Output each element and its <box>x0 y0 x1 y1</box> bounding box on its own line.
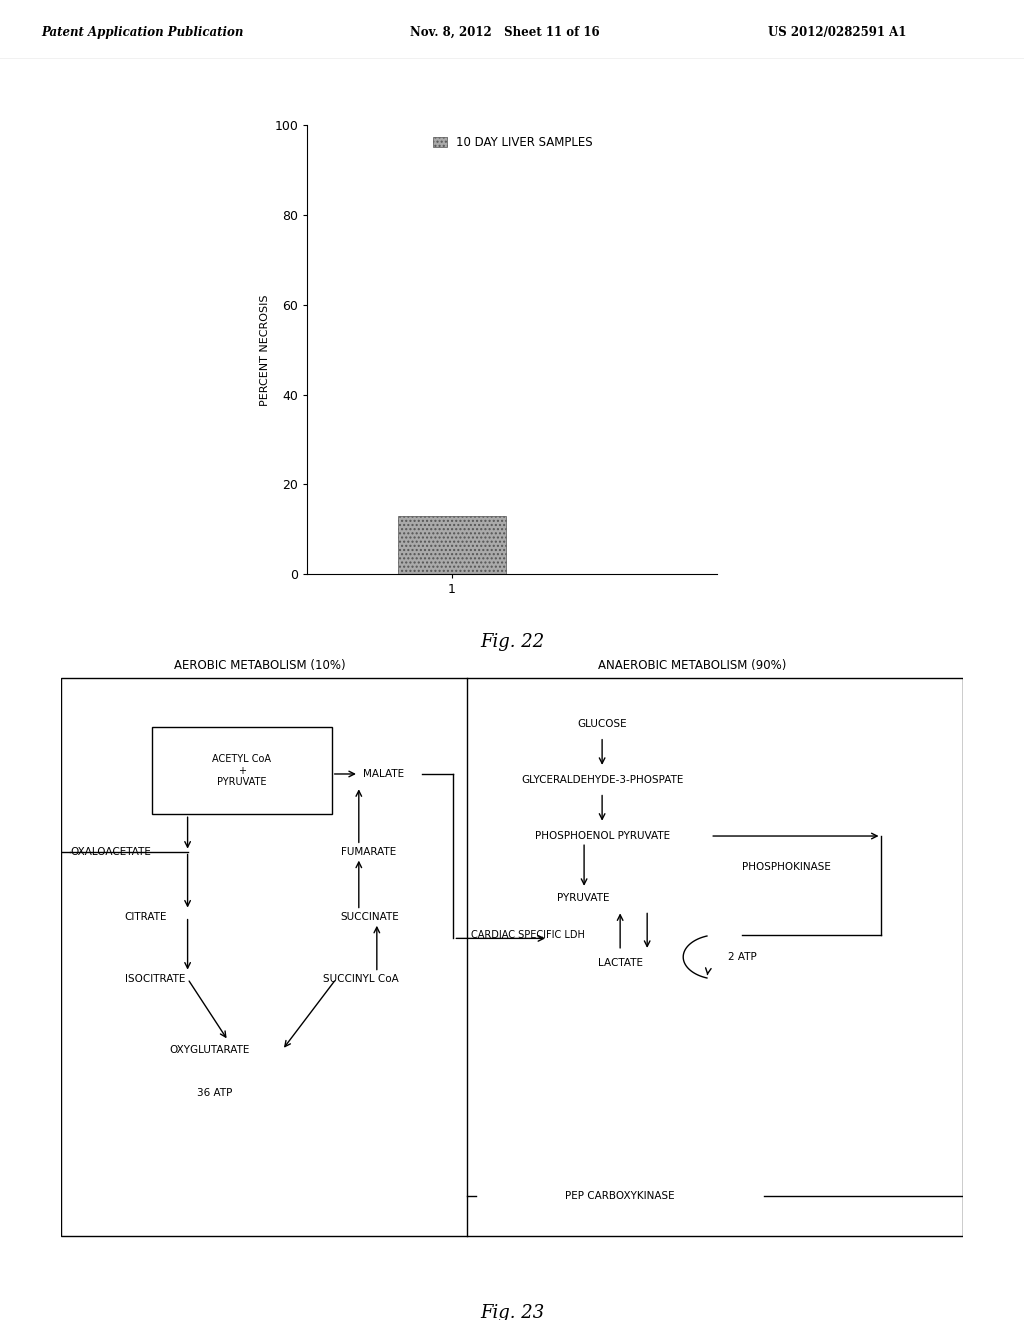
Text: PHOSPHOKINASE: PHOSPHOKINASE <box>741 862 830 873</box>
Bar <box>152 727 332 814</box>
Text: SUCCINYL CoA: SUCCINYL CoA <box>323 974 398 983</box>
Text: LACTATE: LACTATE <box>598 958 643 968</box>
Text: 2 ATP: 2 ATP <box>728 952 757 962</box>
Text: GLYCERALDEHYDE-3-PHOSPATE: GLYCERALDEHYDE-3-PHOSPATE <box>521 775 683 785</box>
Text: OXALOACETATE: OXALOACETATE <box>71 846 152 857</box>
Text: Nov. 8, 2012   Sheet 11 of 16: Nov. 8, 2012 Sheet 11 of 16 <box>410 26 599 40</box>
Text: PHOSPHOENOL PYRUVATE: PHOSPHOENOL PYRUVATE <box>535 832 670 841</box>
Text: CARDIAC SPECIFIC LDH: CARDIAC SPECIFIC LDH <box>471 931 586 940</box>
Text: Patent Application Publication: Patent Application Publication <box>41 26 244 40</box>
Text: MALATE: MALATE <box>364 770 404 779</box>
Text: US 2012/0282591 A1: US 2012/0282591 A1 <box>768 26 906 40</box>
Text: FUMARATE: FUMARATE <box>341 846 396 857</box>
Text: AEROBIC METABOLISM (10%): AEROBIC METABOLISM (10%) <box>174 659 345 672</box>
Bar <box>397 516 506 574</box>
Text: Fig. 23: Fig. 23 <box>480 1304 544 1320</box>
Text: CITRATE: CITRATE <box>125 912 167 921</box>
Text: SUCCINATE: SUCCINATE <box>341 912 399 921</box>
Text: GLUCOSE: GLUCOSE <box>578 719 627 730</box>
Text: OXYGLUTARATE: OXYGLUTARATE <box>170 1045 250 1055</box>
Text: Fig. 22: Fig. 22 <box>480 632 544 651</box>
Text: 36 ATP: 36 ATP <box>197 1089 232 1098</box>
Text: PYRUVATE: PYRUVATE <box>557 894 609 903</box>
Text: PEP CARBOXYKINASE: PEP CARBOXYKINASE <box>565 1191 675 1201</box>
Text: ACETYL CoA
+
PYRUVATE: ACETYL CoA + PYRUVATE <box>212 754 271 788</box>
Legend: 10 DAY LIVER SAMPLES: 10 DAY LIVER SAMPLES <box>428 131 597 153</box>
Text: ANAEROBIC METABOLISM (90%): ANAEROBIC METABOLISM (90%) <box>598 659 786 672</box>
Text: ISOCITRATE: ISOCITRATE <box>125 974 185 983</box>
Y-axis label: PERCENT NECROSIS: PERCENT NECROSIS <box>260 294 270 405</box>
